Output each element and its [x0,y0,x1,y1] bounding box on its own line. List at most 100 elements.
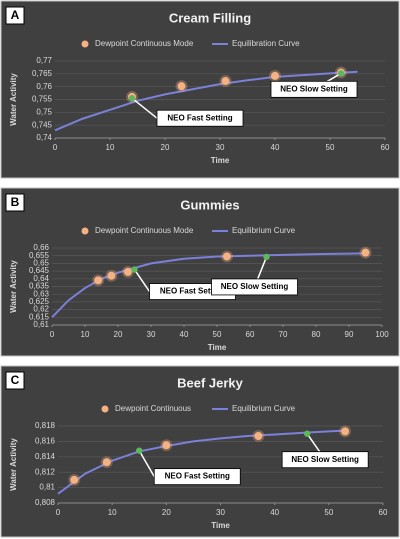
x-tick-label: 0 [50,330,55,339]
y-tick-label: 0,625 [29,297,50,306]
highlight-point [128,95,136,102]
data-point [271,71,279,80]
y-tick-label: 0,81 [39,483,55,492]
panel-letter: B [11,195,20,209]
annotation-arrow [131,97,158,119]
x-tick-label: 20 [162,508,171,517]
legend-label: Dewpoint Continuous Mode [95,39,194,48]
data-point [123,267,132,276]
legend-label: Equilibrium Curve [232,226,296,235]
annotation-box [270,80,358,98]
panel-letter: C [11,373,20,387]
highlight-point [263,253,270,261]
annotation-text: NEO Fast Setting [167,113,232,122]
highlight-point [131,266,138,273]
annotation-arrow [133,269,151,292]
annotation-text: NEO Slow Setting [221,282,289,291]
x-tick-label: 100 [375,330,389,339]
data-point [221,77,230,86]
y-tick-label: 0,64 [33,274,49,283]
annotation-box [153,468,241,486]
y-tick-label: 0,77 [36,56,52,65]
panel-letter-box [5,193,25,212]
y-tick-label: 0,755 [32,95,53,104]
annotation-text: NEO Fast Setting [165,472,230,481]
data-point [177,82,186,91]
chart-title: Gummies [180,197,239,212]
y-tick-label: 0,74 [36,133,52,142]
x-tick-label: 60 [381,143,390,152]
y-tick-label: 0,645 [29,266,50,275]
x-tick-label: 60 [379,508,388,517]
panel-letter-box [5,6,25,25]
annotation-box [156,109,244,127]
data-point [361,248,370,257]
highlight-point [303,430,311,437]
y-tick-label: 0,76 [36,82,52,91]
y-tick-label: 0,63 [33,289,49,298]
data-point [107,271,116,280]
panel: A Cream Filling 0,74 0,745 0,75 0,755 0,76 0,76… [0,0,400,179]
y-tick-label: 0,655 [29,251,50,260]
x-tick-label: 10 [106,143,115,152]
panel-background [0,187,400,357]
y-tick-label: 0,745 [32,120,53,129]
y-tick-label: 0,812 [35,467,56,476]
chart-title: Cream Filling [169,10,251,25]
y-tick-label: 0,808 [35,498,56,507]
panel-letter-box [5,371,25,390]
x-tick-label: 10 [81,330,90,339]
data-point [341,427,350,436]
legend-marker [101,405,109,413]
x-tick-label: 60 [246,330,255,339]
data-point [222,252,231,261]
legend-label: Dewpoint Continuous [115,404,191,413]
annotation-text: NEO Slow Setting [280,84,348,93]
x-tick-label: 0 [53,143,58,152]
x-axis-title: Time [211,156,230,165]
annotation-box [211,278,298,296]
x-tick-label: 30 [216,508,225,517]
data-point [254,432,263,441]
legend-marker [81,227,89,235]
highlight-point [136,447,143,454]
x-tick-label: 40 [271,143,280,152]
x-tick-label: 30 [216,143,225,152]
y-tick-label: 0,62 [33,305,49,314]
y-tick-label: 0,75 [36,107,52,116]
y-axis-title: Water Activity [9,73,18,126]
y-tick-label: 0,61 [33,320,49,329]
x-tick-label: 90 [345,330,354,339]
legend-label: Equilibration Curve [232,39,300,48]
annotation-box [281,451,369,469]
legend-marker [81,40,89,48]
x-tick-label: 20 [114,330,123,339]
y-axis-title: Water Activity [9,260,18,313]
x-tick-label: 40 [270,508,279,517]
legend-label: Equilibrium Curve [232,404,296,413]
y-tick-label: 0,765 [32,69,53,78]
annotation-text: NEO Slow Setting [291,455,359,464]
y-tick-label: 0,635 [29,282,50,291]
x-tick-label: 80 [312,330,321,339]
legend-label: Dewpoint Continuous Mode [95,226,194,235]
x-axis-title: Time [211,521,230,530]
data-point [162,441,171,450]
panel: C Beef Jerky 0,808 0,81 0,812 0,814 0,816 0,818… [0,365,400,538]
x-tick-label: 20 [161,143,170,152]
y-tick-label: 0,816 [35,437,56,446]
x-axis-title: Time [208,343,227,352]
y-tick-label: 0,814 [35,452,56,461]
x-tick-label: 70 [279,330,288,339]
x-tick-label: 50 [326,143,335,152]
x-tick-label: 50 [324,508,333,517]
chart-title: Beef Jerky [177,375,244,390]
annotation-text: NEO Fast Setting [160,287,225,296]
data-point [102,458,111,467]
x-tick-label: 30 [147,330,156,339]
data-point [94,276,103,285]
y-axis-title: Water Activity [9,438,18,491]
x-tick-label: 40 [180,330,189,339]
curve [51,252,366,318]
